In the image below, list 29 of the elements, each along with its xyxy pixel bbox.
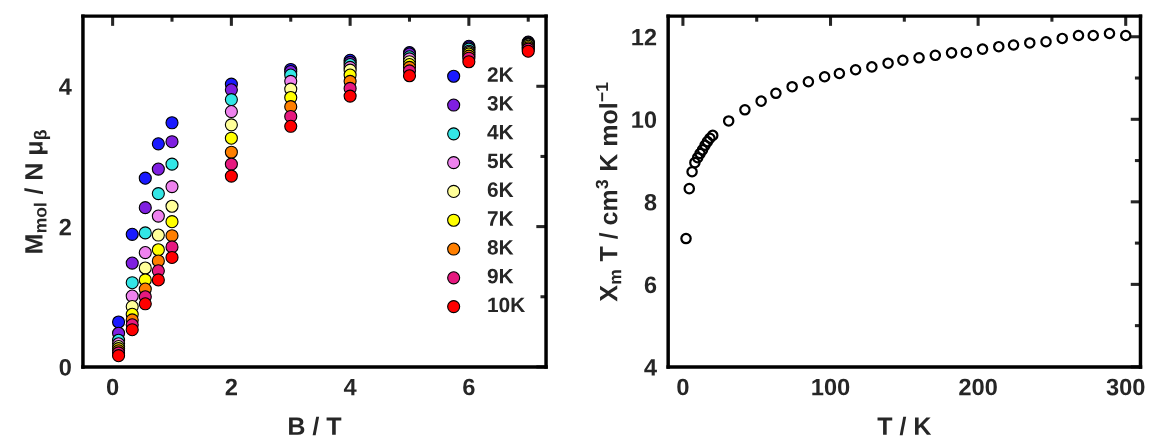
legend-label: 2K — [487, 67, 514, 82]
y-tick-label: 0 — [59, 358, 71, 376]
legend-label: 5K — [487, 153, 514, 169]
x-axis-title: B / T — [289, 416, 342, 436]
legend-label: 10K — [488, 297, 526, 313]
x-tick-label: 6 — [463, 378, 475, 396]
x-tick-label: 4 — [343, 378, 357, 396]
legend-label: 7K — [487, 211, 514, 226]
x-tick-label: 200 — [959, 378, 997, 396]
x-tick-label: 0 — [677, 378, 689, 396]
legend-label: 8K — [487, 239, 514, 255]
legend-label: 3K — [487, 95, 514, 111]
x-tick-label: 100 — [812, 378, 850, 396]
y-tick-label: 8 — [644, 193, 657, 211]
y-tick-label: 10 — [632, 111, 657, 129]
x-tick-label: 300 — [1106, 378, 1145, 396]
y-tick-label: 4 — [644, 359, 657, 376]
x-tick-label: 2 — [225, 378, 237, 396]
y-tick-label: 6 — [644, 276, 657, 294]
y-axis-title: M$_{mol}$ / N μ$_{β}$ — [24, 130, 51, 253]
y-tick-label: 12 — [632, 28, 657, 46]
x-axis-title: T / K — [877, 416, 932, 436]
x-tick-label: 0 — [107, 378, 119, 396]
y-axis-title: X$_{m}$ T / cm$^{3}$ K mol$^{−1}$ — [595, 82, 622, 302]
y-tick-label: 2 — [59, 218, 71, 236]
legend-label: 6K — [487, 182, 514, 198]
y-tick-label: 4 — [59, 78, 72, 95]
legend-label: 9K — [487, 268, 514, 284]
legend-label: 4K — [487, 124, 514, 140]
